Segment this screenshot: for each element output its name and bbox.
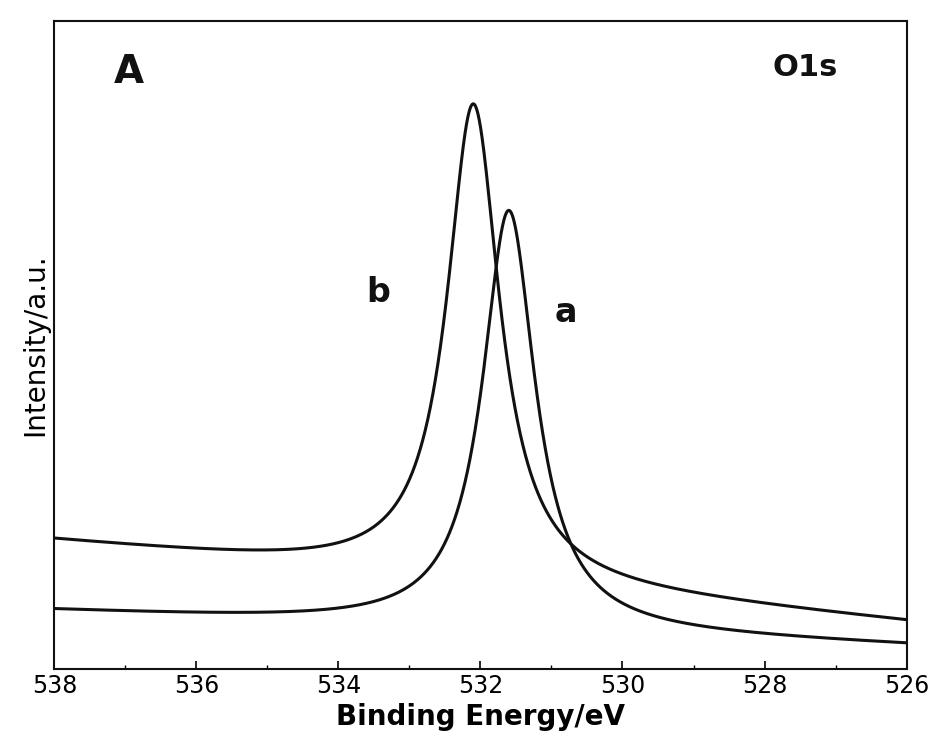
Text: a: a (555, 296, 577, 329)
Y-axis label: Intensity/a.u.: Intensity/a.u. (21, 253, 48, 436)
Text: O1s: O1s (773, 53, 838, 82)
Text: A: A (114, 53, 144, 91)
X-axis label: Binding Energy/eV: Binding Energy/eV (336, 703, 625, 731)
Text: b: b (367, 277, 390, 310)
